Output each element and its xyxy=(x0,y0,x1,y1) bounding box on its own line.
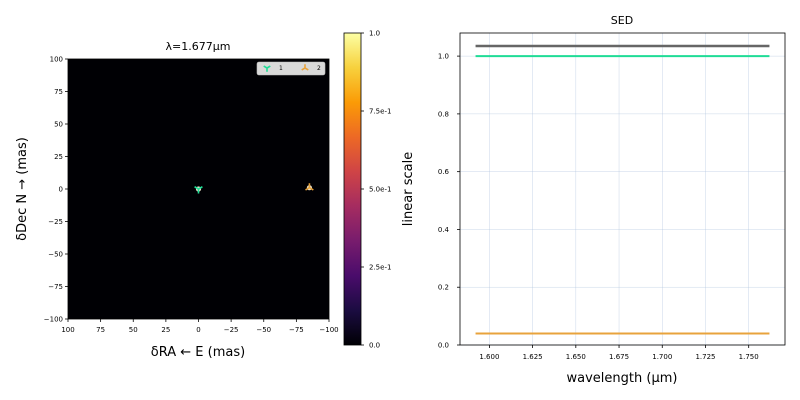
legend-marker-2 xyxy=(301,64,309,71)
sed-xlabel: wavelength (μm) xyxy=(567,371,678,386)
image-xtick-label: −75 xyxy=(289,326,304,334)
colorbar-tick-label: 2.5e-1 xyxy=(369,264,391,272)
sed-frame xyxy=(459,32,786,346)
legend-marker-1 xyxy=(263,65,271,72)
image-title: λ=1.677μm xyxy=(166,40,231,53)
image-ytick-label: 0 xyxy=(59,186,63,194)
image-xtick-label: 100 xyxy=(61,326,74,334)
image-ytick-label: −50 xyxy=(48,251,63,259)
source-1-marker xyxy=(194,186,203,194)
sed-ytick-label: 1.0 xyxy=(438,53,449,61)
colorbar-tick-label: 1.0 xyxy=(369,30,380,38)
image-ytick-label: 75 xyxy=(54,88,63,96)
sed-xtick-label: 1.750 xyxy=(739,353,759,361)
image-ytick-label: 100 xyxy=(50,56,63,64)
sed-ytick-label: 0.6 xyxy=(438,168,450,176)
legend-label-2: 2 xyxy=(317,65,321,72)
image-xtick-label: −25 xyxy=(224,326,239,334)
image-ylabel: δDec N → (mas) xyxy=(15,137,30,241)
image-xtick-label: −100 xyxy=(319,326,338,334)
image-xtick-label: 25 xyxy=(161,326,170,334)
sed-xtick-label: 1.600 xyxy=(479,353,499,361)
image-ytick-label: 50 xyxy=(54,121,63,129)
image-ytick-label: −25 xyxy=(48,218,63,226)
sed-xtick-label: 1.725 xyxy=(695,353,715,361)
sed-ytick-label: 0.8 xyxy=(438,110,449,118)
sed-xtick-label: 1.675 xyxy=(609,353,629,361)
image-ytick-label: −100 xyxy=(44,316,63,324)
image-xtick-label: −50 xyxy=(256,326,271,334)
image-xtick-label: 75 xyxy=(96,326,105,334)
sed-ytick-label: 0.0 xyxy=(438,342,449,350)
sed-panel: SED 1.600 1.625 1.650 1.675 1.700 1.725 1.750 … xyxy=(438,14,786,386)
sed-ytick-label: 0.4 xyxy=(438,226,450,234)
sed-plot-area xyxy=(460,33,785,345)
sed-title: SED xyxy=(611,14,633,27)
image-xlabel: δRA ← E (mas) xyxy=(151,345,245,360)
image-xtick-label: 0 xyxy=(196,326,200,334)
sed-ytick-label: 0.2 xyxy=(438,284,449,292)
colorbar-tick-label: 5.0e-1 xyxy=(369,186,391,194)
source-2-marker xyxy=(305,183,314,191)
image-ytick-label: 25 xyxy=(54,153,63,161)
legend-box xyxy=(256,61,326,76)
colorbar-label: linear scale xyxy=(401,152,416,226)
sed-xtick-label: 1.700 xyxy=(652,353,672,361)
image-ytick-label: −75 xyxy=(48,283,63,291)
colorbar: 1.0 7.5e-1 5.0e-1 2.5e-1 0.0 linear scale xyxy=(343,30,416,350)
sed-xtick-label: 1.625 xyxy=(523,353,543,361)
sed-xtick-label: 1.650 xyxy=(566,353,586,361)
image-xtick-label: 50 xyxy=(129,326,138,334)
colorbar-tick-label: 0.0 xyxy=(369,342,380,350)
colorbar-strip xyxy=(343,32,362,346)
colorbar-tick-label: 7.5e-1 xyxy=(369,108,391,116)
legend-label-1: 1 xyxy=(279,65,283,72)
